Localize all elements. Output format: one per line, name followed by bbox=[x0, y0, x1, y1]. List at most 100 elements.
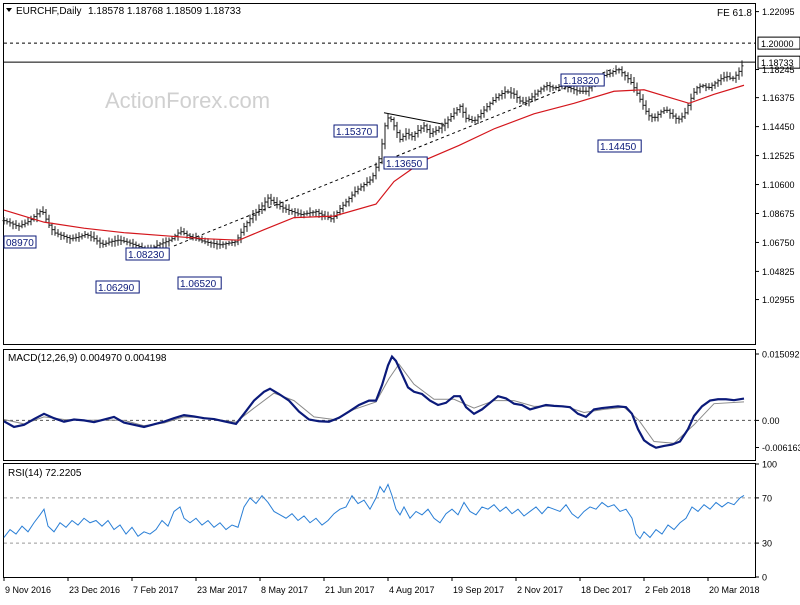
x-tick-label: 4 Aug 2017 bbox=[389, 585, 435, 595]
candle bbox=[251, 209, 255, 224]
candle bbox=[206, 238, 210, 246]
candle bbox=[278, 200, 282, 210]
candle bbox=[344, 198, 348, 208]
price-annotation: 1.18320 bbox=[560, 73, 605, 87]
candle bbox=[50, 222, 54, 236]
candle bbox=[368, 176, 372, 186]
candle bbox=[359, 183, 363, 191]
macd-panel-frame bbox=[3, 349, 756, 461]
candle bbox=[296, 208, 300, 217]
candle bbox=[161, 238, 165, 249]
candle bbox=[650, 113, 654, 123]
candle bbox=[608, 69, 612, 78]
candle bbox=[380, 138, 384, 165]
candle bbox=[179, 226, 183, 236]
price-annotation: 1.13650 bbox=[383, 156, 428, 170]
candle bbox=[308, 207, 312, 218]
candle bbox=[29, 215, 33, 226]
candle bbox=[476, 114, 480, 124]
candle bbox=[413, 131, 417, 141]
candle bbox=[113, 235, 117, 247]
candle bbox=[425, 123, 429, 133]
candle bbox=[578, 87, 582, 95]
rsi-plot bbox=[3, 483, 755, 544]
price-tick-label: 1.14450 bbox=[762, 122, 795, 132]
candle bbox=[17, 222, 21, 231]
candle bbox=[443, 118, 447, 132]
rsi-tick-label: 0 bbox=[762, 573, 767, 583]
candle bbox=[473, 116, 477, 124]
candle bbox=[83, 231, 87, 238]
candle bbox=[734, 71, 738, 83]
candle bbox=[338, 204, 342, 216]
candle bbox=[239, 228, 243, 244]
price-plot: 08970 1.08230 1.06290 1.06520 1.15370 1.13650… bbox=[2, 42, 755, 294]
candle bbox=[263, 197, 267, 212]
price-annotation-box bbox=[333, 124, 378, 138]
candle bbox=[8, 218, 12, 227]
candle bbox=[548, 81, 552, 93]
candle bbox=[539, 86, 543, 95]
candle bbox=[623, 70, 627, 81]
candle bbox=[92, 231, 96, 242]
candle bbox=[260, 202, 264, 214]
price-annotation-text: 1.08230 bbox=[128, 250, 165, 261]
x-tick-label: 23 Dec 2016 bbox=[69, 585, 120, 595]
candle bbox=[47, 214, 51, 229]
candle bbox=[212, 239, 216, 249]
candle bbox=[350, 191, 354, 203]
candle bbox=[353, 186, 357, 198]
candle bbox=[266, 194, 270, 208]
candle bbox=[269, 193, 273, 206]
candle bbox=[254, 208, 258, 221]
candle bbox=[68, 234, 72, 244]
candle bbox=[575, 86, 579, 96]
price-annotation-text: 1.18320 bbox=[563, 76, 600, 87]
trendline bbox=[173, 67, 615, 247]
candle bbox=[281, 201, 285, 213]
candle bbox=[26, 217, 30, 226]
candle bbox=[167, 237, 171, 247]
candle bbox=[410, 132, 414, 141]
candle bbox=[620, 66, 624, 77]
level-label: 1.20000 bbox=[757, 36, 800, 50]
macd-plot bbox=[3, 354, 755, 449]
candle bbox=[416, 124, 420, 138]
candle bbox=[311, 210, 315, 217]
price-annotation-text: 08970 bbox=[6, 238, 34, 249]
candle bbox=[722, 71, 726, 82]
candle bbox=[710, 82, 714, 92]
candle bbox=[320, 210, 324, 221]
price-annotation-text: 1.15370 bbox=[336, 127, 373, 138]
price-annotation: 1.08230 bbox=[125, 247, 170, 261]
candle bbox=[62, 232, 66, 240]
candle bbox=[488, 101, 492, 111]
candle bbox=[248, 214, 252, 227]
price-tick-label: 1.16375 bbox=[762, 93, 795, 103]
candle bbox=[512, 88, 516, 99]
price-tick-label: 1.18245 bbox=[762, 65, 795, 75]
candle bbox=[14, 220, 18, 230]
candle bbox=[611, 69, 615, 77]
candle bbox=[455, 106, 459, 116]
candle bbox=[170, 236, 174, 243]
dropdown-triangle-icon[interactable] bbox=[6, 8, 12, 12]
candle bbox=[629, 74, 633, 85]
candle bbox=[662, 107, 666, 114]
candle bbox=[95, 235, 99, 245]
candle bbox=[521, 96, 525, 105]
candle bbox=[725, 71, 729, 82]
price-tick-label: 1.12525 bbox=[762, 151, 795, 161]
candle bbox=[65, 234, 69, 243]
fib-label: FE 61.8 bbox=[717, 8, 752, 19]
candle bbox=[287, 204, 291, 216]
candle bbox=[494, 93, 498, 103]
candle bbox=[305, 210, 309, 216]
candle bbox=[89, 230, 93, 242]
rsi-line bbox=[3, 483, 745, 540]
candle bbox=[227, 240, 231, 246]
candle bbox=[677, 115, 681, 124]
candle bbox=[431, 128, 435, 138]
